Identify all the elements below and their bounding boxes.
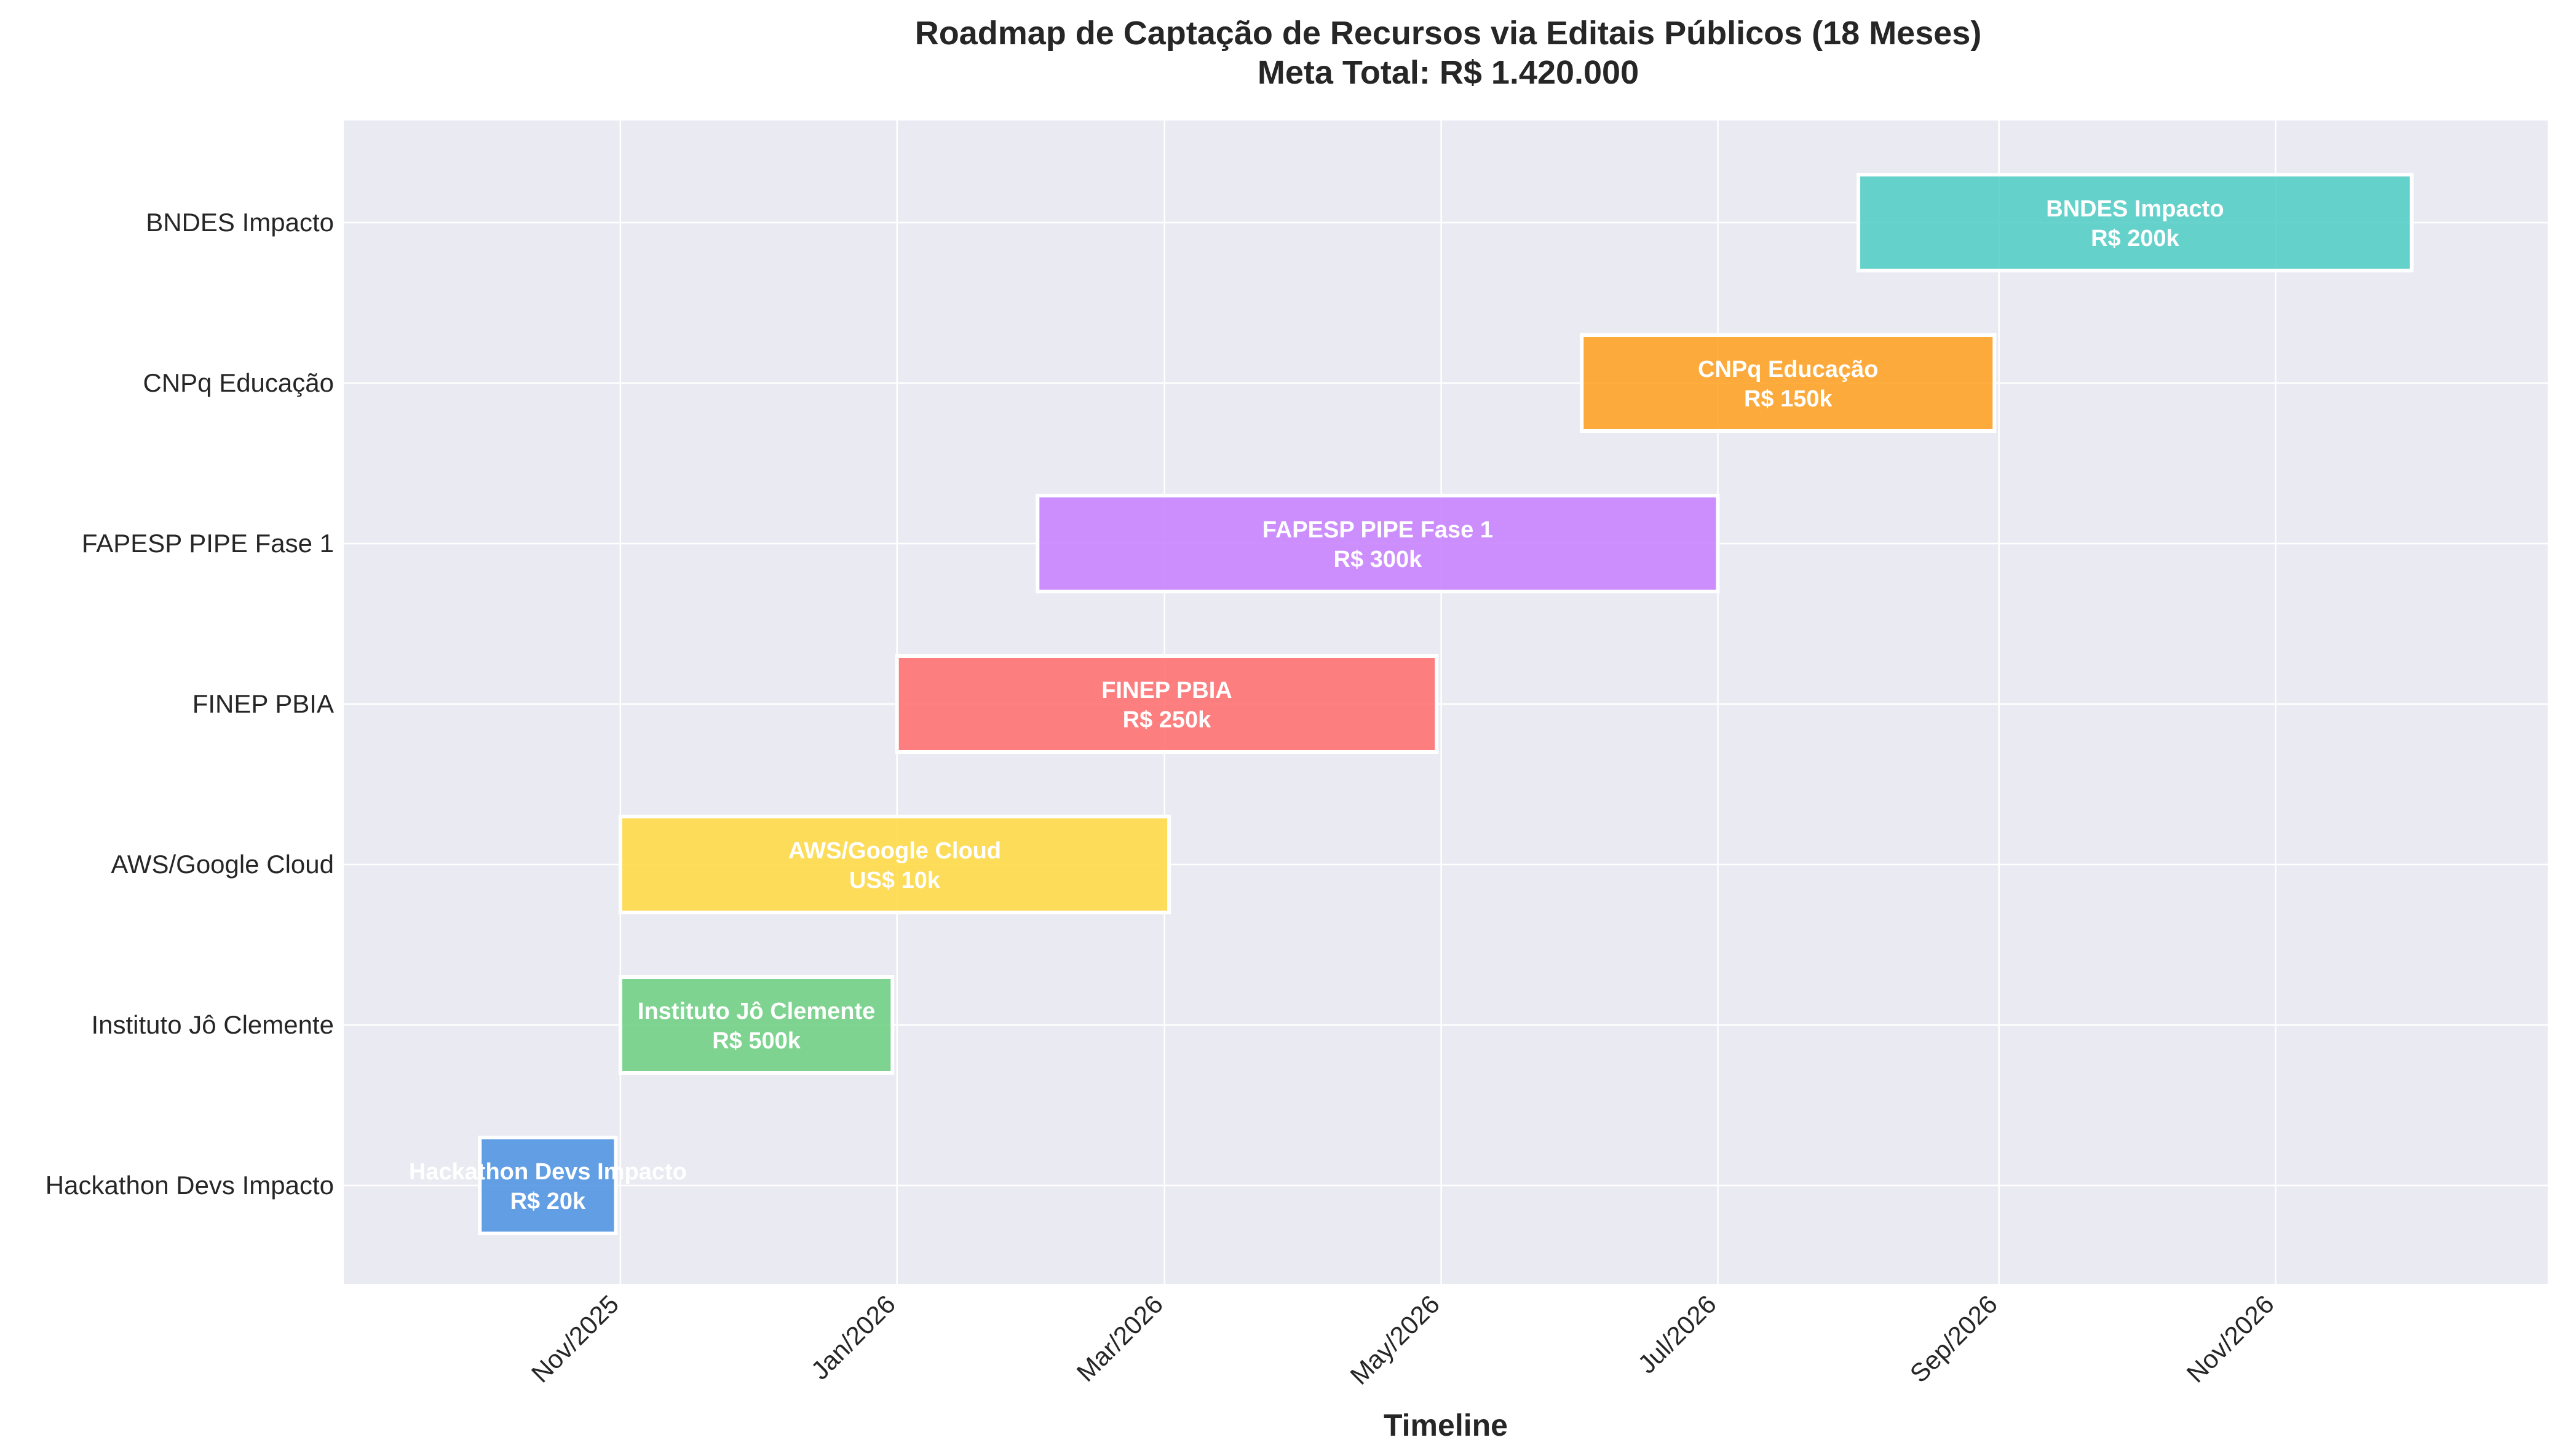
- y-tick-label: Hackathon Devs Impacto: [46, 1171, 334, 1200]
- task-bar-group: AWS/Google Cloud US$ 10k: [618, 815, 1171, 914]
- chart-title: Roadmap de Captação de Recursos via Edit…: [915, 15, 1982, 52]
- bar-label-amount: R$ 150k: [1744, 386, 1833, 412]
- y-tick-label: FAPESP PIPE Fase 1: [82, 529, 334, 558]
- y-tick-label: AWS/Google Cloud: [111, 850, 334, 879]
- task-bar-group: CNPq Educação R$ 150k: [1580, 333, 1997, 433]
- task-bar: [895, 654, 1439, 754]
- y-tick-label: FINEP PBIA: [192, 689, 334, 718]
- bar-label-name: BNDES Impacto: [2046, 196, 2224, 222]
- task-bar: [618, 975, 895, 1075]
- y-axis-labels: Hackathon Devs Impacto Instituto Jô Cleme…: [46, 208, 334, 1200]
- task-bar-group: FAPESP PIPE Fase 1 R$ 300k: [1036, 494, 1720, 593]
- bar-label-amount: R$ 250k: [1123, 707, 1212, 733]
- task-bar: [1857, 173, 2414, 272]
- chart-subtitle: Meta Total: R$ 1.420.000: [1258, 54, 1639, 91]
- bar-label-amount: R$ 200k: [2091, 226, 2180, 251]
- task-bar: [1036, 494, 1720, 593]
- y-tick-label: CNPq Educação: [143, 368, 334, 397]
- task-bar: [618, 815, 1171, 914]
- bar-label-amount: US$ 10k: [849, 868, 941, 893]
- task-bar-group: BNDES Impacto R$ 200k: [1857, 173, 2414, 272]
- bar-label-name: FAPESP PIPE Fase 1: [1262, 517, 1493, 543]
- task-bar: [478, 1136, 618, 1235]
- bar-label-amount: R$ 20k: [510, 1189, 586, 1214]
- bars: Hackathon Devs Impacto R$ 20k Instituto Jô…: [409, 173, 2414, 1235]
- bar-label-name: CNPq Educação: [1698, 357, 1879, 382]
- task-bar-group: FINEP PBIA R$ 250k: [895, 654, 1439, 754]
- y-tick-label: BNDES Impacto: [146, 208, 334, 237]
- y-tick-label: Instituto Jô Clemente: [91, 1010, 334, 1039]
- task-bar-group: Instituto Jô Clemente R$ 500k: [618, 975, 895, 1075]
- bar-label-name: FINEP PBIA: [1101, 678, 1232, 703]
- bar-label-amount: R$ 500k: [712, 1028, 801, 1054]
- bar-label-amount: R$ 300k: [1334, 547, 1423, 572]
- bar-label-name: Hackathon Devs Impacto: [409, 1159, 687, 1185]
- plot-area: [344, 121, 2548, 1284]
- bar-label-name: Instituto Jô Clemente: [638, 999, 875, 1024]
- x-axis-label: Timeline: [1384, 1408, 1508, 1442]
- task-bar: [1580, 333, 1997, 433]
- bar-label-name: AWS/Google Cloud: [788, 838, 1001, 864]
- task-bar-group: Hackathon Devs Impacto R$ 20k: [409, 1136, 687, 1235]
